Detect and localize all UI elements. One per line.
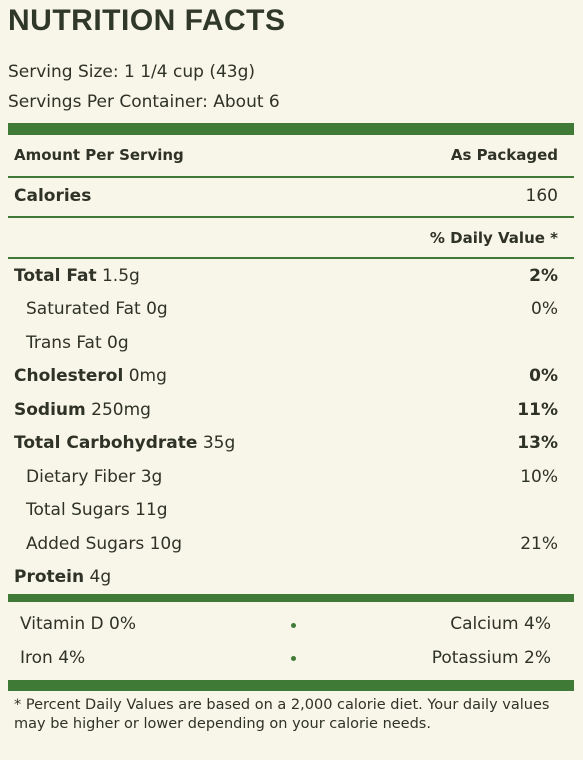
nutrient-name: Protein: [14, 567, 85, 587]
nutrient-row-dietary-fiber: Dietary Fiber 3g 10%: [26, 467, 558, 487]
nutrient-amount: 11g: [135, 500, 168, 520]
nutrient-row-trans-fat: Trans Fat 0g: [26, 333, 558, 353]
nutrient-name: Cholesterol: [14, 366, 124, 386]
nutrient-amount: 10g: [149, 534, 183, 554]
serving-size: Serving Size: 1 1/4 cup (43g): [8, 62, 256, 82]
nutrient-name: Saturated Fat: [26, 299, 141, 319]
nutrient-amount: 3g: [140, 467, 163, 487]
nutrient-dv: 2%: [529, 266, 558, 286]
amount-header-row: Amount Per Serving As Packaged: [14, 146, 558, 164]
vitamin-d: Vitamin D 0%: [20, 614, 136, 634]
nutrient-row-sodium: Sodium 250mg 11%: [14, 400, 558, 420]
daily-value-header: % Daily Value *: [429, 229, 558, 247]
calories-label: Calories: [14, 186, 92, 206]
as-packaged-label: As Packaged: [450, 146, 558, 164]
nutrient-dv: 0%: [531, 299, 558, 319]
nutrient-name: Total Sugars: [26, 500, 130, 520]
divider-thick: [8, 680, 574, 691]
nutrient-amount: 0mg: [128, 366, 167, 386]
iron: Iron 4%: [20, 648, 86, 668]
nutrient-name: Total Fat: [14, 266, 97, 286]
nutrient-dv: 10%: [520, 467, 558, 487]
divider: [8, 176, 574, 178]
nutrient-dv: 0%: [529, 366, 558, 386]
nutrient-name: Sodium: [14, 400, 86, 420]
nutrient-row-total-sugars: Total Sugars 11g: [26, 500, 558, 520]
divider-thick: [8, 123, 574, 135]
nutrient-row-cholesterol: Cholesterol 0mg 0%: [14, 366, 558, 386]
nutrient-row-saturated-fat: Saturated Fat 0g 0%: [26, 299, 558, 319]
nutrient-amount: 0g: [107, 333, 129, 353]
nutrient-amount: 0g: [146, 299, 168, 319]
calories-value: 160: [525, 186, 558, 206]
nutrient-amount: 4g: [89, 567, 112, 587]
divider-thick: [8, 594, 574, 602]
daily-value-header-row: % Daily Value *: [14, 229, 558, 247]
nutrient-row-added-sugars: Added Sugars 10g 21%: [26, 534, 558, 554]
divider: [8, 257, 574, 259]
divider: [8, 216, 574, 218]
footnote: * Percent Daily Values are based on a 2,…: [14, 697, 550, 732]
nutrient-row-protein: Protein 4g: [14, 567, 558, 587]
bullet-icon: [291, 656, 296, 661]
potassium: Potassium 2%: [431, 648, 551, 668]
nutrient-name: Trans Fat: [26, 333, 102, 353]
nutrient-amount: 250mg: [91, 400, 151, 420]
nutrient-dv: 21%: [520, 534, 558, 554]
calcium: Calcium 4%: [450, 614, 551, 634]
amount-per-serving-label: Amount Per Serving: [14, 146, 184, 164]
nutrient-dv: 13%: [517, 433, 558, 453]
nutrient-name: Total Carbohydrate: [14, 433, 198, 453]
nutrient-amount: 1.5g: [101, 266, 140, 286]
servings-per-container: Servings Per Container: About 6: [8, 92, 280, 112]
panel-title: NUTRITION FACTS: [8, 4, 286, 37]
calories-row: Calories 160: [14, 186, 558, 206]
nutrient-name: Dietary Fiber: [26, 467, 136, 487]
nutrient-amount: 35g: [202, 433, 236, 453]
bullet-icon: [291, 623, 296, 628]
nutrient-row-total-fat: Total Fat 1.5g 2%: [14, 266, 558, 286]
nutrient-name: Added Sugars: [26, 534, 145, 554]
nutrient-row-total-carbohydrate: Total Carbohydrate 35g 13%: [14, 433, 558, 453]
nutrient-dv: 11%: [517, 400, 558, 420]
